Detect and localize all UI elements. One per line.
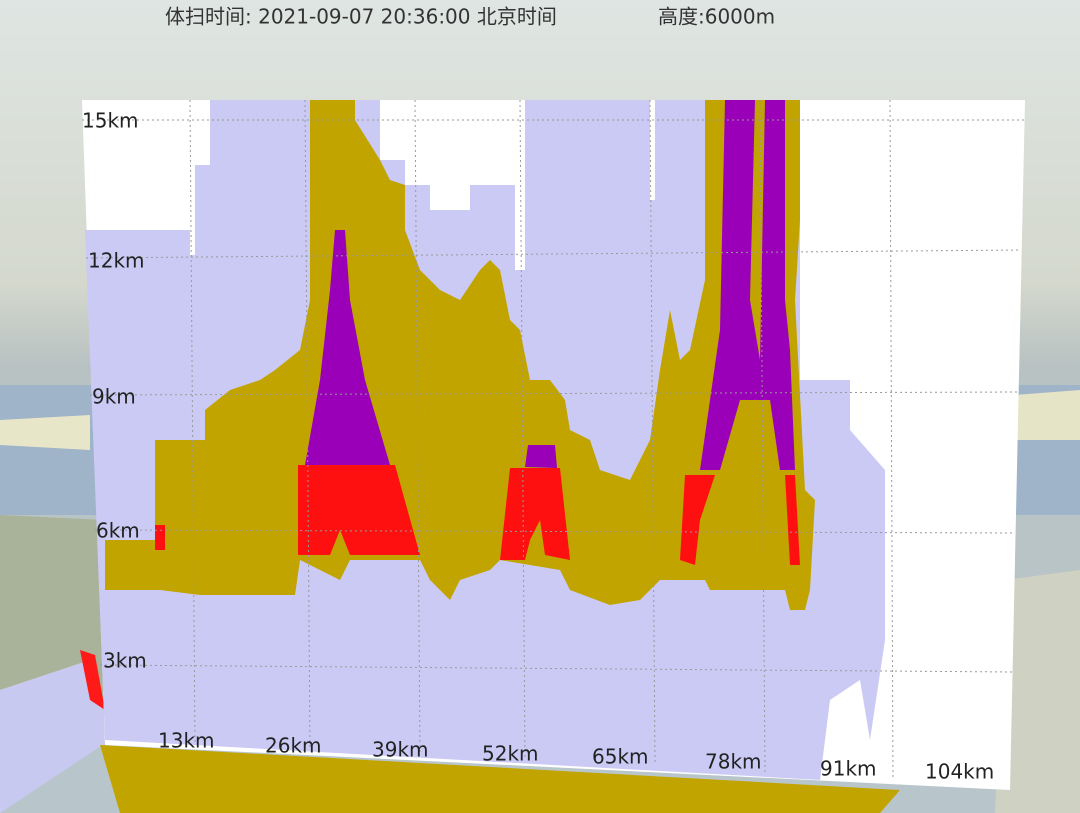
shore — [0, 415, 90, 450]
echo-strong — [305, 230, 390, 465]
grid-lines — [189, 99, 894, 781]
x-axis-label: 91km — [820, 757, 877, 781]
y-axis-label: 12km — [88, 249, 145, 273]
x-axis-label: 52km — [482, 742, 539, 766]
grid — [82, 99, 1024, 781]
echo-intense — [500, 468, 570, 560]
echo-strong — [700, 100, 795, 470]
echo-intense — [155, 525, 165, 550]
ground-echo — [100, 745, 900, 813]
shore — [1015, 390, 1080, 440]
land — [995, 570, 1080, 813]
altitude: 高度:6000m — [658, 5, 775, 29]
ground-echo — [80, 650, 105, 710]
x-axis-label: 26km — [265, 734, 322, 758]
echo-moderate — [105, 100, 815, 610]
y-axis-label: 6km — [96, 519, 140, 543]
scan-time: 体扫时间: 2021-09-07 20:36:00 北京时间 — [165, 5, 557, 29]
ground-echo — [0, 660, 110, 813]
echo-intense — [785, 475, 800, 565]
x-axis-label: 78km — [705, 750, 762, 774]
y-axis-label: 3km — [103, 649, 147, 673]
x-axis-label: 104km — [925, 760, 994, 784]
x-axis-label: 39km — [372, 738, 429, 762]
echo-intense — [680, 475, 715, 565]
grid-lines — [82, 119, 1024, 673]
echo-intense — [298, 465, 420, 555]
echo-strong — [525, 445, 557, 468]
x-axis-label: 13km — [158, 729, 215, 753]
y-axis-label: 15km — [82, 109, 139, 133]
x-axis-label: 65km — [592, 745, 649, 769]
y-axis-label: 9km — [92, 385, 136, 409]
